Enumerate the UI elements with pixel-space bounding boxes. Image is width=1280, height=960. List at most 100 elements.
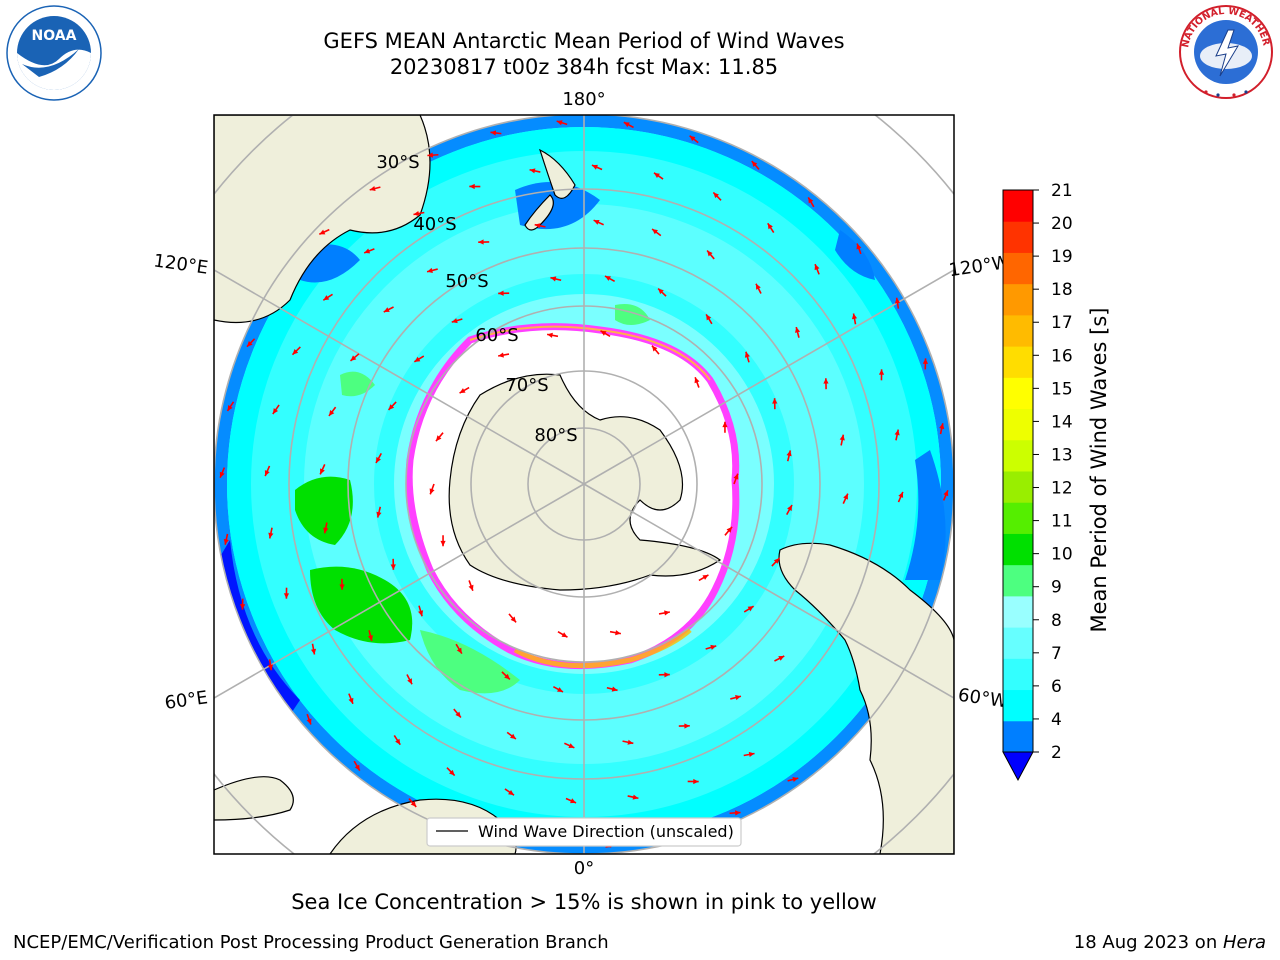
wave-arrow-head	[561, 632, 568, 638]
colorbar-tick-label: 21	[1051, 181, 1073, 201]
wave-arrow-head	[350, 355, 357, 361]
wave-arrow-head	[427, 152, 433, 158]
nws-logo: NATIONAL WEATHER SERVICE	[1172, 0, 1276, 100]
wave-arrow-head	[664, 610, 670, 616]
wave-arrow-head	[664, 672, 670, 678]
wave-arrow-head	[713, 192, 719, 199]
wave-arrow-head	[702, 574, 709, 580]
wave-arrow-head	[689, 135, 696, 142]
wave-arrow-head	[814, 264, 820, 271]
wave-arrow-head	[773, 558, 780, 564]
colorbar-tick-label: 20	[1051, 214, 1073, 234]
wave-arrow-head	[898, 491, 904, 498]
wave-arrow-head	[767, 223, 773, 230]
footer-date: 18 Aug 2023 on	[1073, 932, 1223, 953]
wave-arrow-head	[504, 673, 510, 680]
wave-arrow-head	[939, 423, 945, 430]
colorbar-label: Mean Period of Wind Waves [s]	[1087, 308, 1111, 633]
noaa-logo-text: NOAA	[32, 28, 77, 44]
colorbar-segment	[1003, 627, 1033, 659]
wave-arrow-head	[456, 647, 462, 654]
colorbar-segment	[1003, 502, 1033, 534]
colorbar-segment	[1003, 658, 1033, 691]
wave-arrow-head	[706, 314, 712, 321]
wave-arrow-head	[604, 276, 611, 281]
wave-arrow-head	[748, 751, 755, 758]
wave-arrow-head	[722, 421, 728, 428]
wave-arrow-head	[726, 526, 733, 533]
wind-wave-arrows	[219, 120, 949, 848]
colorbar-segment	[1003, 533, 1033, 566]
wave-arrow-head	[878, 369, 885, 375]
colorbar-outline	[1002, 189, 1034, 752]
wave-arrow-head	[593, 220, 600, 225]
wave-arrow-head	[786, 450, 792, 457]
wave-arrow-head	[611, 686, 618, 692]
wave-arrow-head	[557, 687, 564, 692]
title-line-2: 20230817 t00z 384h fcst Max: 11.85	[389, 55, 779, 79]
map-legend: Wind Wave Direction (unscaled)	[426, 817, 742, 847]
wave-arrow-head	[323, 527, 329, 534]
wave-arrow-head	[395, 738, 401, 745]
wave-arrow-head	[652, 228, 658, 235]
lon-label-60e: 60°E	[163, 687, 209, 714]
wave-arrow-head	[455, 711, 461, 718]
lon-label-180: 180°	[562, 89, 605, 110]
wave-arrow-head	[707, 250, 713, 257]
colorbar-tick-label: 11	[1051, 512, 1073, 532]
wave-arrow-head	[490, 130, 497, 136]
wave-arrow-head	[615, 630, 621, 636]
footer-left: NCEP/EMC/Verification Post Processing Pr…	[13, 932, 609, 953]
wave-arrow-head	[658, 288, 664, 295]
wave-arrow-head	[651, 345, 658, 352]
wave-arrow-head	[272, 408, 279, 415]
wave-arrow-head	[498, 290, 504, 296]
chart-title: GEFS MEAN Antarctic Mean Period of Wind …	[234, 28, 934, 80]
footer-machine: Hera	[1222, 932, 1266, 953]
lat-label-40s: 40°S	[413, 214, 456, 235]
wave-arrow-head	[778, 655, 785, 661]
colorbar-segment	[1003, 689, 1033, 722]
colorbar-segment	[1003, 595, 1033, 628]
colorbar-extend-triangle	[1002, 751, 1034, 782]
wave-arrow-head	[792, 776, 799, 783]
lat-label-80s: 80°S	[534, 425, 577, 446]
wave-arrow-head	[323, 295, 330, 301]
wave-arrow-head	[339, 584, 345, 590]
wave-arrow-head	[227, 405, 233, 411]
colorbar-segment	[1003, 252, 1033, 285]
wave-arrow-head	[684, 723, 690, 729]
wave-arrow-head	[459, 388, 466, 394]
wave-arrow-head	[369, 185, 376, 192]
colorbar-tick-label: 6	[1051, 677, 1062, 697]
footer-right: 18 Aug 2023 on Hera	[1074, 932, 1266, 953]
wave-arrow-head	[268, 532, 274, 539]
lon-label-60w: 60°W	[957, 685, 1009, 713]
wave-arrow-head	[413, 210, 420, 217]
colorbar-tick-label: 2	[1051, 743, 1062, 763]
lat-label-70s: 70°S	[505, 375, 548, 396]
colorbar-tick-label: 12	[1051, 479, 1073, 499]
wave-arrow-head	[264, 470, 270, 477]
wave-arrow-head	[410, 801, 417, 807]
wave-arrow-head	[787, 504, 792, 511]
colorbar-tick-label: 13	[1051, 445, 1073, 465]
colorbar-tick-label: 9	[1051, 578, 1062, 598]
wave-arrow-head	[451, 318, 458, 324]
colorbar-segment	[1003, 377, 1033, 410]
wave-arrow-head	[568, 743, 575, 748]
wave-arrow-head	[600, 330, 607, 336]
wave-arrow-head	[320, 468, 325, 475]
colorbar-segment	[1003, 564, 1033, 597]
wave-arrow-head	[239, 604, 246, 610]
wave-arrow-head	[390, 564, 396, 570]
wave-arrow-head	[407, 678, 413, 685]
wave-arrow-head	[440, 540, 446, 547]
colorbar-segment	[1003, 190, 1033, 222]
wave-arrow-head	[219, 471, 225, 478]
wave-arrow-head	[744, 351, 750, 358]
wave-arrow-head	[283, 593, 290, 599]
wave-arrow-head	[922, 358, 929, 364]
wave-arrow-head	[693, 778, 699, 785]
